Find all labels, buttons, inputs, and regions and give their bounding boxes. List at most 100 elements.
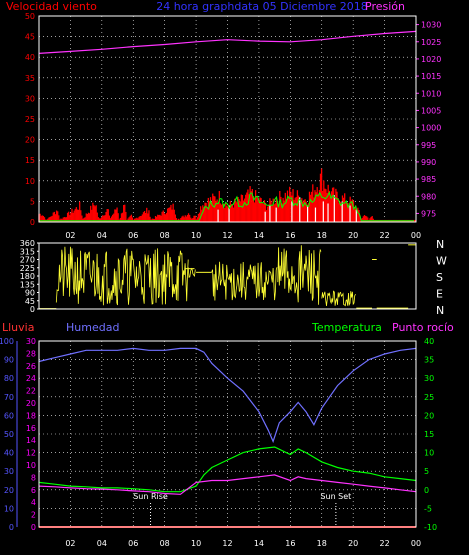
pressure-axis-tick: 1025: [421, 38, 441, 47]
pressure-axis-tick: 1015: [421, 72, 441, 81]
x-tick-label: 10: [191, 539, 201, 548]
temperature-axis-tick: 25: [424, 393, 434, 402]
direction-axis-tick: 135: [20, 280, 35, 289]
rain-axis-tick: 10: [4, 504, 14, 513]
pressure-axis-tick: 1010: [421, 89, 441, 98]
humidity-axis-tick: 24: [26, 374, 36, 383]
wind-axis-tick: 10: [25, 177, 35, 186]
pressure-axis-tick: 1030: [421, 21, 441, 30]
compass-label: W: [436, 255, 447, 268]
humidity-axis-tick: 22: [26, 387, 36, 396]
dew-point-label: Punto rocío: [392, 321, 454, 334]
compass-label: N: [436, 304, 444, 317]
humidity-axis-tick: 28: [26, 349, 36, 358]
direction-line: [277, 245, 322, 305]
x-tick-label: 12: [222, 231, 232, 240]
direction-line: [321, 290, 356, 307]
direction-axis-tick: 360: [20, 239, 35, 248]
humidity-axis-tick: 26: [26, 362, 36, 371]
compass-label: S: [436, 271, 443, 284]
x-tick-label: 16: [285, 231, 295, 240]
pressure-axis-tick: 985: [421, 175, 436, 184]
temperature-axis-tick: -5: [424, 504, 432, 513]
temperature-label: Temperatura: [311, 321, 382, 334]
humidity-axis-tick: 4: [31, 498, 36, 507]
x-tick-label: 00: [411, 539, 421, 548]
x-tick-label: 14: [254, 231, 264, 240]
temperature-axis-tick: 5: [424, 467, 429, 476]
humidity-line: [38, 347, 417, 444]
sunrise-label: Sun Rise: [133, 492, 168, 501]
rain-axis-tick: 100: [0, 337, 14, 346]
rain-label: Lluvia: [2, 321, 34, 334]
pressure-axis-tick: 1000: [421, 124, 441, 133]
rain-axis-tick: 30: [4, 467, 14, 476]
wind-panel-frame: [38, 15, 417, 223]
humidity-axis-tick: 12: [26, 449, 36, 458]
wind-axis-tick: 35: [25, 74, 35, 83]
x-tick-label: 06: [128, 231, 138, 240]
direction-axis-tick: 225: [20, 264, 35, 273]
direction-panel-frame: [38, 242, 417, 310]
wind-axis-tick: 50: [25, 12, 35, 21]
rain-axis-tick: 40: [4, 449, 14, 458]
direction-line: [55, 246, 189, 306]
rain-axis-tick: 60: [4, 411, 14, 420]
x-tick-label: 12: [222, 539, 232, 548]
humidity-axis-tick: 8: [31, 473, 36, 482]
direction-axis-tick: 45: [25, 297, 35, 306]
humidity-axis-tick: 14: [26, 436, 36, 445]
temperature-axis-tick: 15: [424, 430, 434, 439]
direction-axis-tick: 180: [20, 272, 35, 281]
x-tick-label: 04: [97, 539, 107, 548]
x-tick-label: 04: [97, 231, 107, 240]
temperature-axis-tick: 10: [424, 449, 434, 458]
rain-axis-tick: 0: [9, 523, 14, 532]
wind-axis-tick: 5: [30, 197, 35, 206]
humidity-axis-tick: 16: [26, 424, 36, 433]
wind-axis-tick: 45: [25, 33, 35, 42]
temperature-axis-tick: 30: [424, 374, 434, 383]
temperature-axis-tick: 0: [424, 486, 429, 495]
x-tick-label: 08: [160, 231, 170, 240]
rain-axis-tick: 70: [4, 393, 14, 402]
humidity-axis-tick: 30: [26, 337, 36, 346]
x-tick-label: 06: [128, 539, 138, 548]
direction-axis-tick: 315: [20, 247, 35, 256]
temperature-line: [38, 446, 417, 493]
pressure-axis-tick: 980: [421, 192, 436, 201]
humidity-label: Humedad: [66, 321, 119, 334]
sunset-label: Sun Set: [320, 492, 351, 501]
direction-axis-tick: 90: [25, 289, 35, 298]
compass-label: N: [436, 238, 444, 251]
pressure-axis-tick: 995: [421, 141, 436, 150]
x-tick-label: 14: [254, 539, 264, 548]
rain-axis-tick: 50: [4, 430, 14, 439]
pressure-axis-tick: 1005: [421, 106, 441, 115]
x-tick-label: 02: [65, 539, 75, 548]
pressure-axis-tick: 975: [421, 209, 436, 218]
humidity-axis-tick: 20: [26, 399, 36, 408]
wind-axis-tick: 40: [25, 53, 35, 62]
rain-temp-panel-frame: [38, 340, 417, 528]
x-tick-label: 16: [285, 539, 295, 548]
x-tick-label: 18: [317, 539, 327, 548]
x-tick-label: 22: [379, 539, 389, 548]
direction-line: [211, 261, 278, 301]
temperature-axis-tick: 35: [424, 356, 434, 365]
wind-axis-tick: 30: [25, 94, 35, 103]
wind-average-line: [39, 191, 415, 222]
temperature-axis-tick: 20: [424, 411, 434, 420]
temperature-axis-tick: -10: [424, 523, 437, 532]
humidity-axis-tick: 10: [26, 461, 36, 470]
chart-title: 24 hora graphdata 05 Diciembre 2018: [156, 0, 368, 13]
humidity-axis-tick: 0: [31, 523, 36, 532]
x-tick-label: 18: [317, 231, 327, 240]
direction-axis-tick: 0: [30, 305, 35, 314]
wind-axis-tick: 25: [25, 115, 35, 124]
humidity-axis-tick: 18: [26, 411, 36, 420]
direction-line: [187, 267, 196, 278]
rain-axis-tick: 80: [4, 374, 14, 383]
x-tick-label: 22: [379, 231, 389, 240]
rain-axis-tick: 20: [4, 486, 14, 495]
